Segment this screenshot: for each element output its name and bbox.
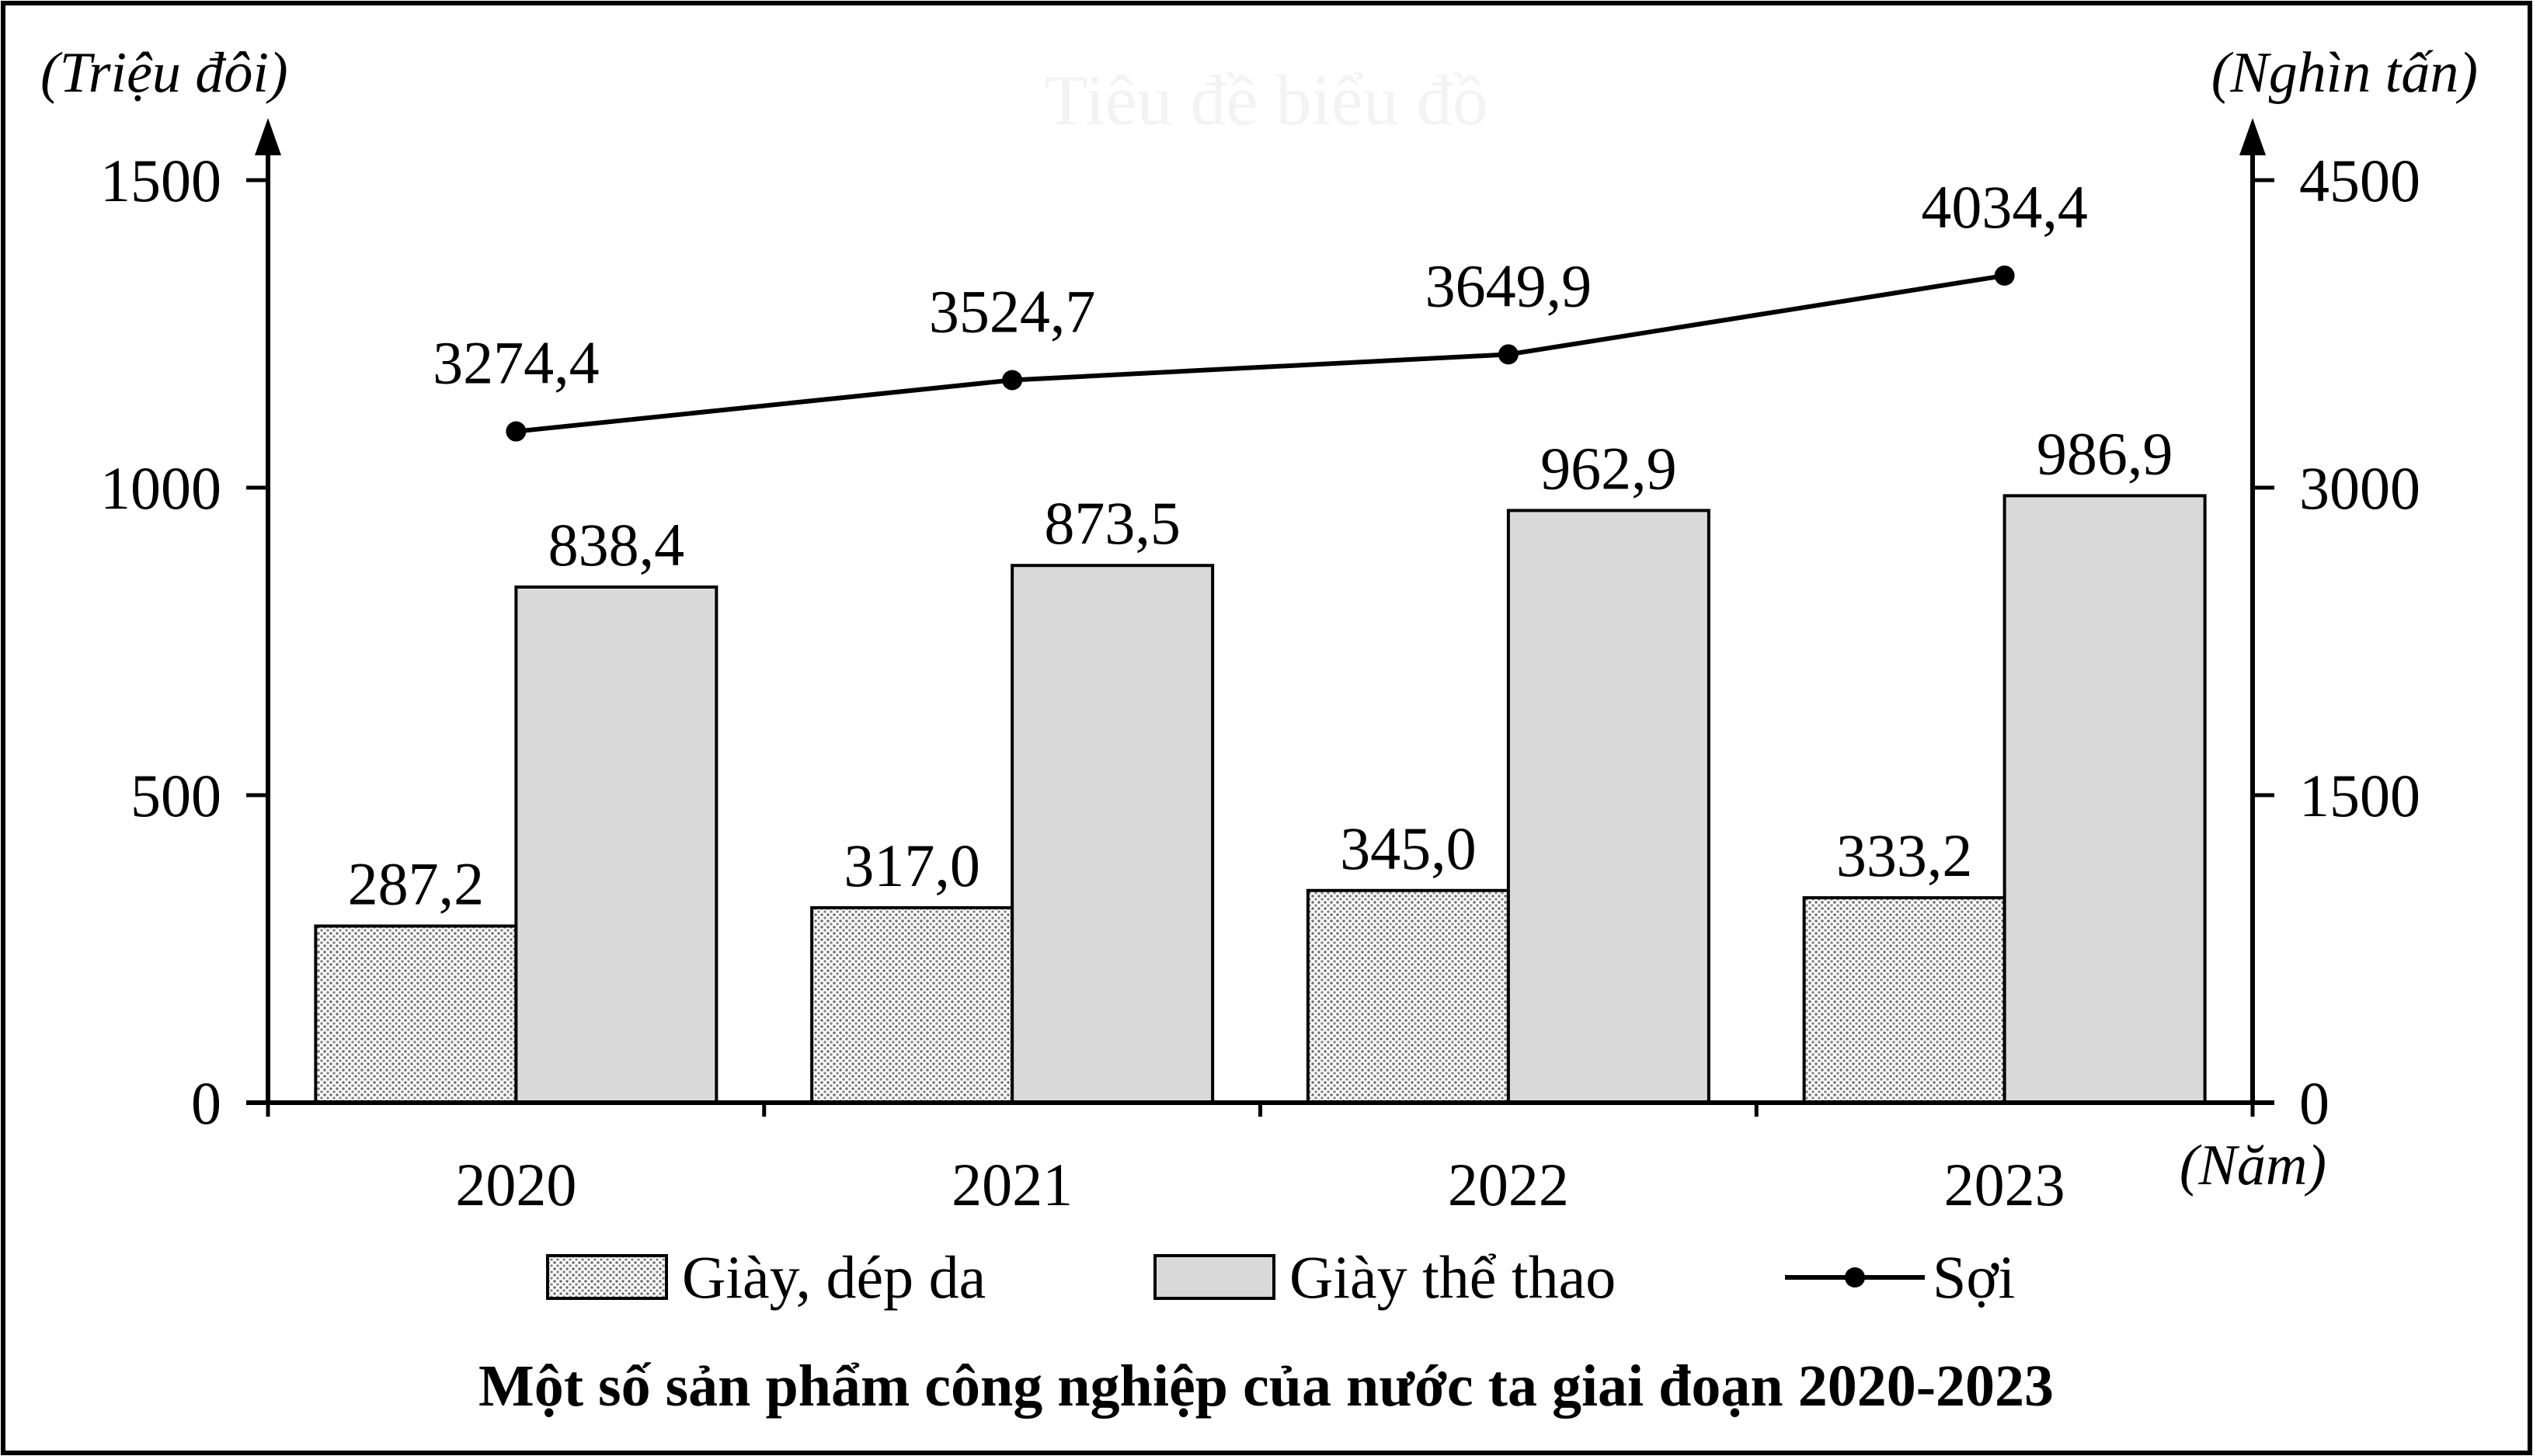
data-label-giay-the-thao-2021: 873,5 — [1044, 489, 1181, 557]
bar-giay-the-thao-2021 — [1011, 564, 1215, 1104]
data-label-giay-the-thao-2023: 986,9 — [2037, 419, 2173, 487]
bar-giay-the-thao-2022 — [1506, 509, 1710, 1104]
left-tick-label-500: 500 — [130, 762, 221, 829]
x-axis-unit: (Năm) — [2180, 1134, 2326, 1197]
right-tick-label-1500: 1500 — [2299, 762, 2420, 829]
point-soi-2021 — [1002, 370, 1023, 391]
label-layer: 287,2 317,0 345,0 333,2 838,4 873,5 962,9 986,9… — [348, 173, 2173, 918]
data-label-giay-the-thao-2020: 838,4 — [548, 511, 685, 579]
chart-title: Một số sản phẩm công nghiệp của nước ta … — [478, 1353, 2054, 1419]
legend-marker-soi — [1845, 1267, 1865, 1287]
left-axis-unit: (Triệu đôi) — [40, 41, 288, 105]
bar-layer — [314, 494, 2207, 1105]
right-tick-label-4500: 4500 — [2299, 147, 2420, 214]
data-label-giay-dep-da-2023: 333,2 — [1836, 822, 1973, 889]
watermark: Tiêu đề biểu đồ — [1044, 61, 1488, 140]
data-label-giay-the-thao-2022: 962,9 — [1540, 434, 1677, 502]
x-tick-label-2021: 2021 — [952, 1151, 1073, 1218]
data-label-giay-dep-da-2021: 317,0 — [844, 832, 980, 899]
bar-giay-dep-da-2022 — [1306, 888, 1510, 1104]
bar-giay-dep-da-2023 — [1802, 896, 2006, 1104]
right-axis-unit: (Nghìn tấn) — [2211, 41, 2478, 105]
axes-layer: 0 500 1000 1500 0 1500 3000 4500 2020 2021 2022 202… — [100, 118, 2420, 1218]
data-label-soi-2022: 3649,9 — [1425, 252, 1592, 319]
data-label-giay-dep-da-2022: 345,0 — [1340, 815, 1477, 882]
right-tick-label-3000: 3000 — [2299, 454, 2420, 522]
legend-label-soi: Sợi — [1933, 1243, 2015, 1311]
right-tick-label-0: 0 — [2299, 1069, 2329, 1137]
bar-giay-the-thao-2020 — [514, 585, 718, 1104]
data-label-soi-2020: 3274,4 — [433, 329, 600, 397]
point-soi-2022 — [1498, 344, 1519, 365]
x-tick-label-2020: 2020 — [455, 1151, 576, 1218]
bar-giay-the-thao-2023 — [2002, 494, 2207, 1104]
legend-label-giay-dep-da: Giày, dép da — [682, 1243, 986, 1311]
left-tick-label-1000: 1000 — [100, 454, 221, 522]
line-soi — [516, 273, 2006, 434]
left-axis-arrow — [255, 118, 281, 155]
x-tick-label-2023: 2023 — [1944, 1151, 2065, 1218]
left-tick-label-0: 0 — [191, 1069, 221, 1137]
data-label-soi-2023: 4034,4 — [1921, 173, 2088, 241]
legend: Giày, dép da Giày thể thao Sợi — [546, 1243, 2015, 1311]
data-label-soi-2021: 3524,7 — [929, 277, 1096, 345]
legend-label-giay-the-thao: Giày thể thao — [1289, 1243, 1616, 1311]
left-tick-label-1500: 1500 — [100, 147, 221, 214]
point-soi-2023 — [1994, 265, 2015, 286]
point-soi-2020 — [506, 421, 527, 442]
right-axis-arrow — [2239, 118, 2266, 155]
legend-swatch-giay-the-thao — [1153, 1254, 1275, 1300]
x-tick-label-2022: 2022 — [1448, 1151, 1569, 1218]
bar-giay-dep-da-2020 — [314, 924, 518, 1104]
line-layer — [506, 265, 2015, 442]
data-label-giay-dep-da-2020: 287,2 — [348, 850, 485, 918]
bar-giay-dep-da-2021 — [810, 905, 1014, 1105]
legend-swatch-giay-dep-da — [546, 1254, 668, 1300]
